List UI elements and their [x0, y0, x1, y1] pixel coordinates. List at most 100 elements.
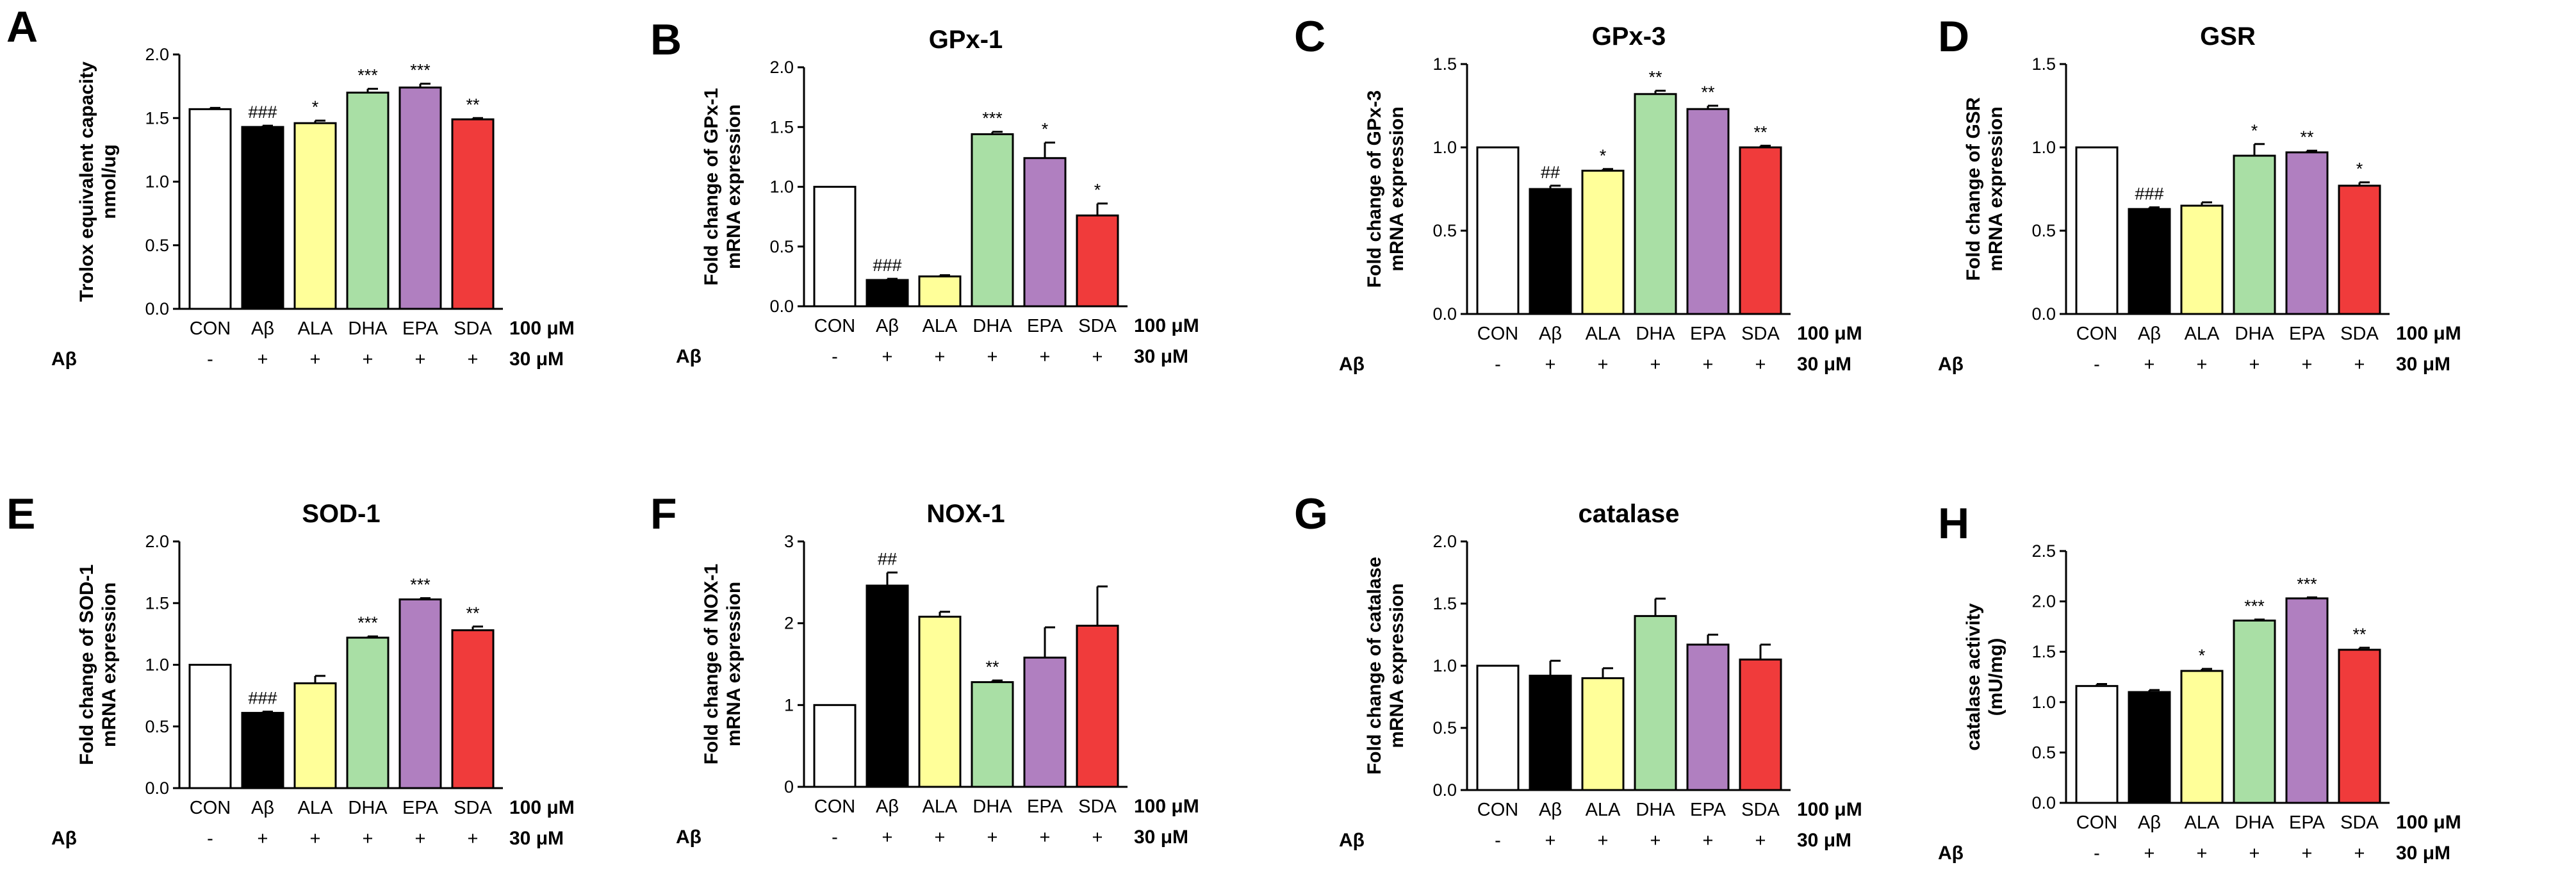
category-label: CON — [190, 318, 231, 339]
category-label: EPA — [1690, 800, 1727, 820]
bar-SDA — [1076, 214, 1119, 308]
y-tick-label: 0.5 — [145, 236, 169, 255]
y-axis-label: mRNA expression — [723, 104, 744, 269]
y-axis-label: mRNA expression — [99, 582, 120, 747]
y-tick-label: 0.5 — [2031, 743, 2056, 762]
bar-SDA — [2338, 648, 2381, 804]
category-label: CON — [190, 798, 231, 818]
significance-label: *** — [982, 109, 1003, 128]
bar-EPA — [398, 598, 442, 789]
abeta-sign: + — [1598, 354, 1609, 375]
abeta-row-label: Aβ — [51, 349, 77, 370]
category-label: ALA — [2185, 812, 2220, 833]
significance-label: *** — [357, 613, 378, 632]
panel-H: H 0.0 0.5 1.0 1.5 2.0 2.5 catalase activity (mU/… — [1938, 499, 2461, 864]
category-label: SDA — [1741, 800, 1780, 820]
bar-DHA — [1634, 614, 1677, 791]
treatment-dose-label: 100 μM — [1797, 323, 1862, 344]
abeta-sign: + — [258, 349, 268, 370]
category-label: ALA — [298, 318, 333, 339]
significance-label: * — [2356, 160, 2363, 179]
significance-label: * — [1042, 119, 1049, 138]
abeta-sign: + — [2249, 843, 2260, 864]
abeta-sign: - — [2094, 354, 2100, 375]
category-label: DHA — [2235, 324, 2274, 344]
category-label: Aβ — [1539, 324, 1562, 344]
y-tick-label: 2.0 — [1432, 532, 1457, 551]
treatment-dose-label: 100 μM — [1134, 796, 1199, 817]
y-axis-label: Fold change of GSR — [1963, 97, 1984, 281]
bar-Aβ — [241, 126, 284, 310]
bar-SDA — [1076, 624, 1119, 788]
bar-SDA — [1739, 658, 1782, 791]
panel-title: SOD-1 — [302, 500, 380, 528]
significance-label: ** — [466, 604, 480, 623]
significance-label: ## — [878, 550, 897, 569]
category-label: ALA — [923, 316, 958, 336]
y-tick-label: 1.0 — [2031, 138, 2056, 157]
y-axis-label: Fold change of GPx-3 — [1364, 90, 1385, 288]
bar-CON — [188, 664, 232, 789]
significance-label: *** — [357, 66, 378, 85]
category-label: CON — [1477, 324, 1518, 344]
category-label: SDA — [454, 318, 492, 339]
category-label: SDA — [1078, 316, 1117, 336]
bar-EPA — [1686, 643, 1730, 791]
y-axis-label: mRNA expression — [1386, 583, 1407, 748]
panel-letter: A — [6, 3, 38, 51]
treatment-dose-label: 100 μM — [509, 318, 575, 339]
abeta-sign: + — [1703, 354, 1714, 375]
abeta-dose-label: 30 μM — [2396, 354, 2450, 375]
significance-label: ### — [248, 103, 277, 122]
panel-title: GSR — [2200, 22, 2256, 51]
bar-SDA — [451, 118, 495, 310]
abeta-sign: + — [2302, 354, 2313, 375]
bar-EPA — [1023, 656, 1067, 788]
category-label: DHA — [972, 796, 1012, 817]
significance-label: ### — [873, 256, 901, 275]
bar-CON — [2075, 685, 2119, 804]
y-tick-label: 1.5 — [1432, 594, 1457, 613]
abeta-row-label: Aβ — [1339, 354, 1365, 375]
y-tick-label: 2.0 — [2031, 592, 2056, 611]
abeta-sign: + — [1040, 347, 1051, 367]
category-label: ALA — [298, 798, 333, 818]
abeta-sign: + — [1703, 830, 1714, 851]
panel-letter: C — [1294, 12, 1325, 61]
abeta-sign: + — [258, 828, 268, 849]
abeta-sign: + — [2144, 843, 2155, 864]
category-label: SDA — [1741, 324, 1780, 344]
y-tick-label: 0.5 — [769, 237, 794, 256]
y-tick-label: 0.0 — [145, 299, 169, 318]
bar-DHA — [971, 133, 1014, 308]
y-axis-label: catalase activity — [1963, 603, 1984, 750]
y-tick-label: 2 — [784, 614, 794, 633]
category-label: DHA — [1636, 324, 1675, 344]
y-tick-label: 0.5 — [2031, 221, 2056, 240]
bar-CON — [813, 186, 857, 308]
category-label: Aβ — [2138, 812, 2161, 833]
panel-letter: D — [1938, 12, 1969, 61]
bar-SDA — [1739, 146, 1782, 315]
abeta-sign: - — [2094, 843, 2100, 864]
y-tick-label: 1.0 — [145, 655, 169, 675]
abeta-sign: + — [415, 828, 426, 849]
abeta-sign: - — [832, 347, 838, 367]
treatment-dose-label: 100 μM — [2396, 812, 2461, 833]
panel-F: F NOX-1 0 1 2 3 Fold change of NOX-1 mRNA expre… — [650, 490, 1199, 848]
bar-CON — [2075, 146, 2119, 315]
abeta-sign: + — [310, 828, 321, 849]
category-label: ALA — [1586, 800, 1621, 820]
y-tick-label: 1.0 — [769, 177, 794, 197]
significance-label: * — [1094, 181, 1101, 200]
abeta-sign: + — [1755, 830, 1766, 851]
bar-ALA — [2180, 204, 2224, 315]
category-label: ALA — [1586, 324, 1621, 344]
y-tick-label: 2.0 — [145, 45, 169, 64]
bar-Aβ — [1529, 188, 1572, 315]
bar-ALA — [293, 682, 337, 789]
abeta-sign: + — [882, 347, 893, 367]
significance-label: ** — [466, 95, 480, 114]
